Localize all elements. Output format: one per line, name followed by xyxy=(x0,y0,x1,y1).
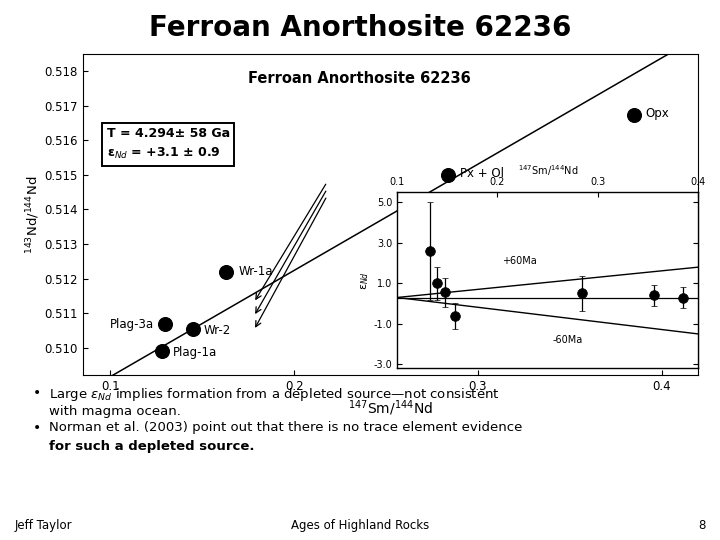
Text: 8: 8 xyxy=(698,519,706,532)
Text: T = 4.294± 58 Ga
ε$_{Nd}$ = +3.1 ± 0.9: T = 4.294± 58 Ga ε$_{Nd}$ = +3.1 ± 0.9 xyxy=(107,126,230,161)
Text: Ferroan Anorthosite 62236: Ferroan Anorthosite 62236 xyxy=(248,71,471,86)
Y-axis label: $^{143}$Nd/$^{144}$Nd: $^{143}$Nd/$^{144}$Nd xyxy=(24,176,42,254)
Text: -60Ma: -60Ma xyxy=(553,335,583,345)
Text: •: • xyxy=(32,386,40,400)
Text: Large $\varepsilon_{Nd}$ implies formation from a depleted source—not consistent: Large $\varepsilon_{Nd}$ implies formati… xyxy=(49,386,500,403)
Text: Wr-1a: Wr-1a xyxy=(239,265,274,278)
Text: Ferroan Anorthosite 62236: Ferroan Anorthosite 62236 xyxy=(149,14,571,42)
Text: Ages of Highland Rocks: Ages of Highland Rocks xyxy=(291,519,429,532)
Text: Plag-1a: Plag-1a xyxy=(173,346,217,359)
Text: Px + Ol: Px + Ol xyxy=(459,167,503,180)
Text: Wr-2: Wr-2 xyxy=(204,324,231,337)
Text: •: • xyxy=(32,421,40,435)
X-axis label: $^{147}$Sm/$^{144}$Nd: $^{147}$Sm/$^{144}$Nd xyxy=(348,399,433,418)
Text: Plag-3a: Plag-3a xyxy=(110,318,155,330)
Text: with magma ocean.: with magma ocean. xyxy=(49,405,181,418)
Text: +60Ma: +60Ma xyxy=(503,256,537,266)
Y-axis label: ε$_{Nd}$: ε$_{Nd}$ xyxy=(359,271,371,290)
Text: Opx: Opx xyxy=(645,107,669,120)
X-axis label: $^{147}$Sm/$^{144}$Nd: $^{147}$Sm/$^{144}$Nd xyxy=(518,163,578,178)
Text: Norman et al. (2003) point out that there is no trace element evidence: Norman et al. (2003) point out that ther… xyxy=(49,421,522,434)
Text: for such a depleted source.: for such a depleted source. xyxy=(49,440,254,453)
Text: Jeff Taylor: Jeff Taylor xyxy=(14,519,72,532)
